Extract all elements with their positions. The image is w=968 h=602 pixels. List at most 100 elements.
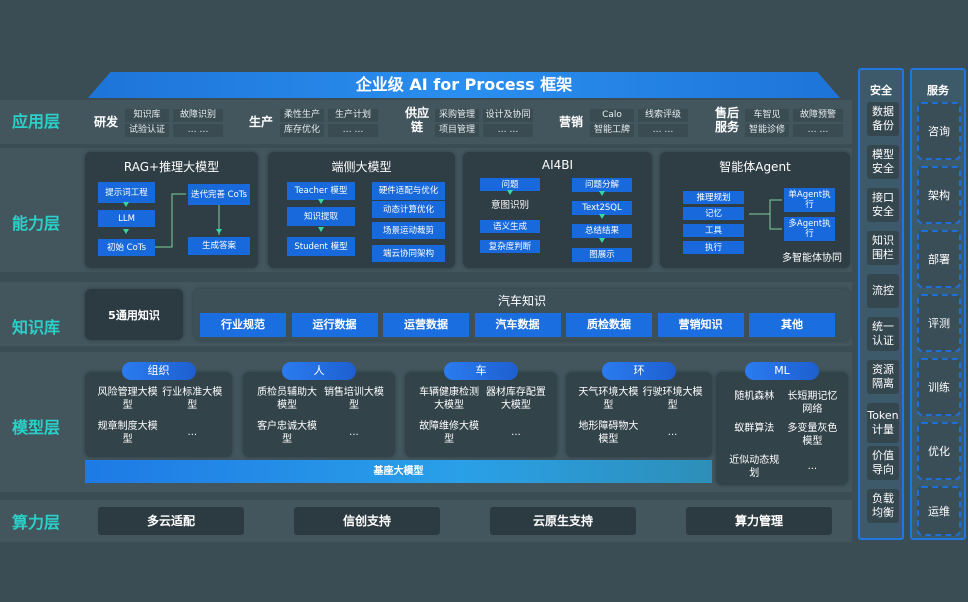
capability-step: Student 模型 [287, 237, 355, 256]
app-item[interactable]: … … [793, 124, 843, 137]
service-item: 评测 [917, 294, 961, 352]
app-item[interactable]: 项目管理 [435, 124, 479, 137]
app-group-label: 研发 [93, 115, 118, 129]
layer-label-capability: 能力层 [12, 214, 61, 233]
model-item: 行业标准大模型 [162, 387, 223, 411]
model-item: 地形障碍物大模型 [578, 421, 639, 445]
compute-item: 多云适配 [98, 507, 244, 535]
service-item: 训练 [917, 358, 961, 416]
app-item[interactable]: 库存优化 [280, 124, 324, 137]
app-item[interactable]: 采购管理 [435, 109, 479, 122]
compute-item: 信创支持 [294, 507, 440, 535]
general-knowledge-card: 5通用知识 [85, 289, 183, 340]
capability-step: 生成答案 [188, 237, 250, 255]
capability-step: 执行 [683, 241, 744, 254]
model-item: 近似动态规划 [729, 455, 780, 479]
app-item[interactable]: Calo [590, 109, 634, 122]
capability-step: 意图识别 [490, 200, 529, 211]
capability-step: 场景运动裁剪 [372, 222, 445, 239]
security-item: 接口安全 [867, 188, 899, 222]
capability-step: 总结结果 [572, 224, 632, 238]
capability-step: 提示词工程 [98, 182, 155, 203]
model-card [566, 372, 712, 457]
app-item[interactable]: 设计及协同 [483, 109, 533, 122]
model-item: 风险管理大模型 [97, 387, 158, 411]
model-item: ... [187, 427, 198, 438]
capability-step: 记忆 [683, 207, 744, 220]
app-item[interactable]: 智能诊修 [745, 124, 789, 137]
security-item: 流控 [867, 274, 899, 308]
knowledge-item[interactable]: 行业规范 [200, 313, 286, 337]
capability-step: 图展示 [572, 248, 632, 262]
capability-step: 硬件适配与优化 [372, 182, 445, 200]
model-item: ... [511, 427, 521, 438]
app-group-label: 供应链 [404, 106, 429, 134]
capability-step: 动态计算优化 [372, 201, 445, 218]
model-item: 车辆健康检测大模型 [419, 387, 480, 411]
service-item: 架构 [917, 166, 961, 224]
model-item: ... [807, 461, 818, 472]
app-item[interactable]: 故障识别 [173, 109, 223, 122]
capability-step: Text2SQL [572, 201, 632, 215]
model-item: 客户忠诚大模型 [257, 421, 318, 445]
security-item: 知识围栏 [867, 231, 899, 265]
general-knowledge-label: 5通用知识 [108, 309, 160, 322]
app-item[interactable]: 智能工牌 [590, 124, 634, 137]
capability-step: 问题分解 [572, 178, 632, 192]
layer-label-knowledge: 知识库 [12, 318, 61, 337]
model-tag: 组织 [121, 362, 196, 380]
model-tag: ML [745, 362, 819, 380]
capability-title: AI4BI [541, 158, 574, 172]
service-title: 服务 [927, 84, 949, 97]
model-item: 质检员辅助大模型 [257, 387, 318, 411]
security-item: 资源隔离 [867, 360, 899, 394]
service-item: 部署 [917, 230, 961, 288]
app-item[interactable]: 线索评级 [638, 109, 688, 122]
service-item: 运维 [917, 486, 961, 536]
model-item: 故障维修大模型 [419, 421, 480, 445]
security-item: Token计量 [867, 403, 899, 443]
compute-item: 云原生支持 [490, 507, 636, 535]
model-item: 规章制度大模型 [97, 421, 158, 445]
model-item: 销售培训大模型 [323, 387, 384, 411]
model-card [243, 372, 395, 457]
service-item: 咨询 [917, 102, 961, 160]
model-item: ... [349, 427, 359, 438]
car-knowledge-title: 汽车知识 [497, 294, 546, 308]
model-item: 随机森林 [734, 391, 775, 402]
service-column: 服务 咨询架构部署评测训练优化运维 [910, 68, 966, 540]
app-item[interactable]: 知识库 [125, 109, 169, 122]
security-item: 模型安全 [867, 145, 899, 179]
app-item[interactable]: 柔性生产 [280, 109, 324, 122]
knowledge-item[interactable]: 营销知识 [657, 313, 744, 337]
security-title: 安全 [870, 84, 892, 97]
app-item[interactable]: 生产计划 [328, 109, 378, 122]
knowledge-item[interactable]: 汽车数据 [474, 313, 561, 337]
app-item[interactable]: 试验认证 [125, 124, 169, 137]
app-item[interactable]: … … [638, 124, 688, 137]
model-card [716, 372, 848, 485]
app-item[interactable]: … … [328, 124, 378, 137]
model-tag: 环 [602, 362, 676, 380]
app-item[interactable]: 故障预警 [793, 109, 843, 122]
knowledge-item[interactable]: 运行数据 [291, 313, 378, 337]
security-item: 数据备份 [867, 102, 899, 136]
service-item: 优化 [917, 422, 961, 480]
compute-item: 算力管理 [686, 507, 832, 535]
security-item: 统一认证 [867, 317, 899, 351]
layer-label-model: 模型层 [12, 418, 61, 437]
capability-title: 端侧大模型 [331, 160, 392, 174]
capability-step: 知识提取 [287, 207, 355, 226]
model-item: ... [667, 427, 678, 438]
app-item[interactable]: … … [173, 124, 223, 137]
capability-step: 推理规划 [683, 191, 744, 204]
model-card [405, 372, 557, 457]
knowledge-item[interactable]: 质检数据 [566, 313, 652, 337]
knowledge-item[interactable]: 运营数据 [383, 313, 469, 337]
app-item[interactable]: 车智见 [745, 109, 789, 122]
capability-step: 迭代完善 CoTs [188, 184, 250, 205]
capability-step: 复杂度判断 [480, 240, 540, 253]
security-item: 价值导向 [867, 446, 899, 480]
knowledge-item[interactable]: 其他 [749, 313, 835, 337]
app-item[interactable]: … … [483, 124, 533, 137]
